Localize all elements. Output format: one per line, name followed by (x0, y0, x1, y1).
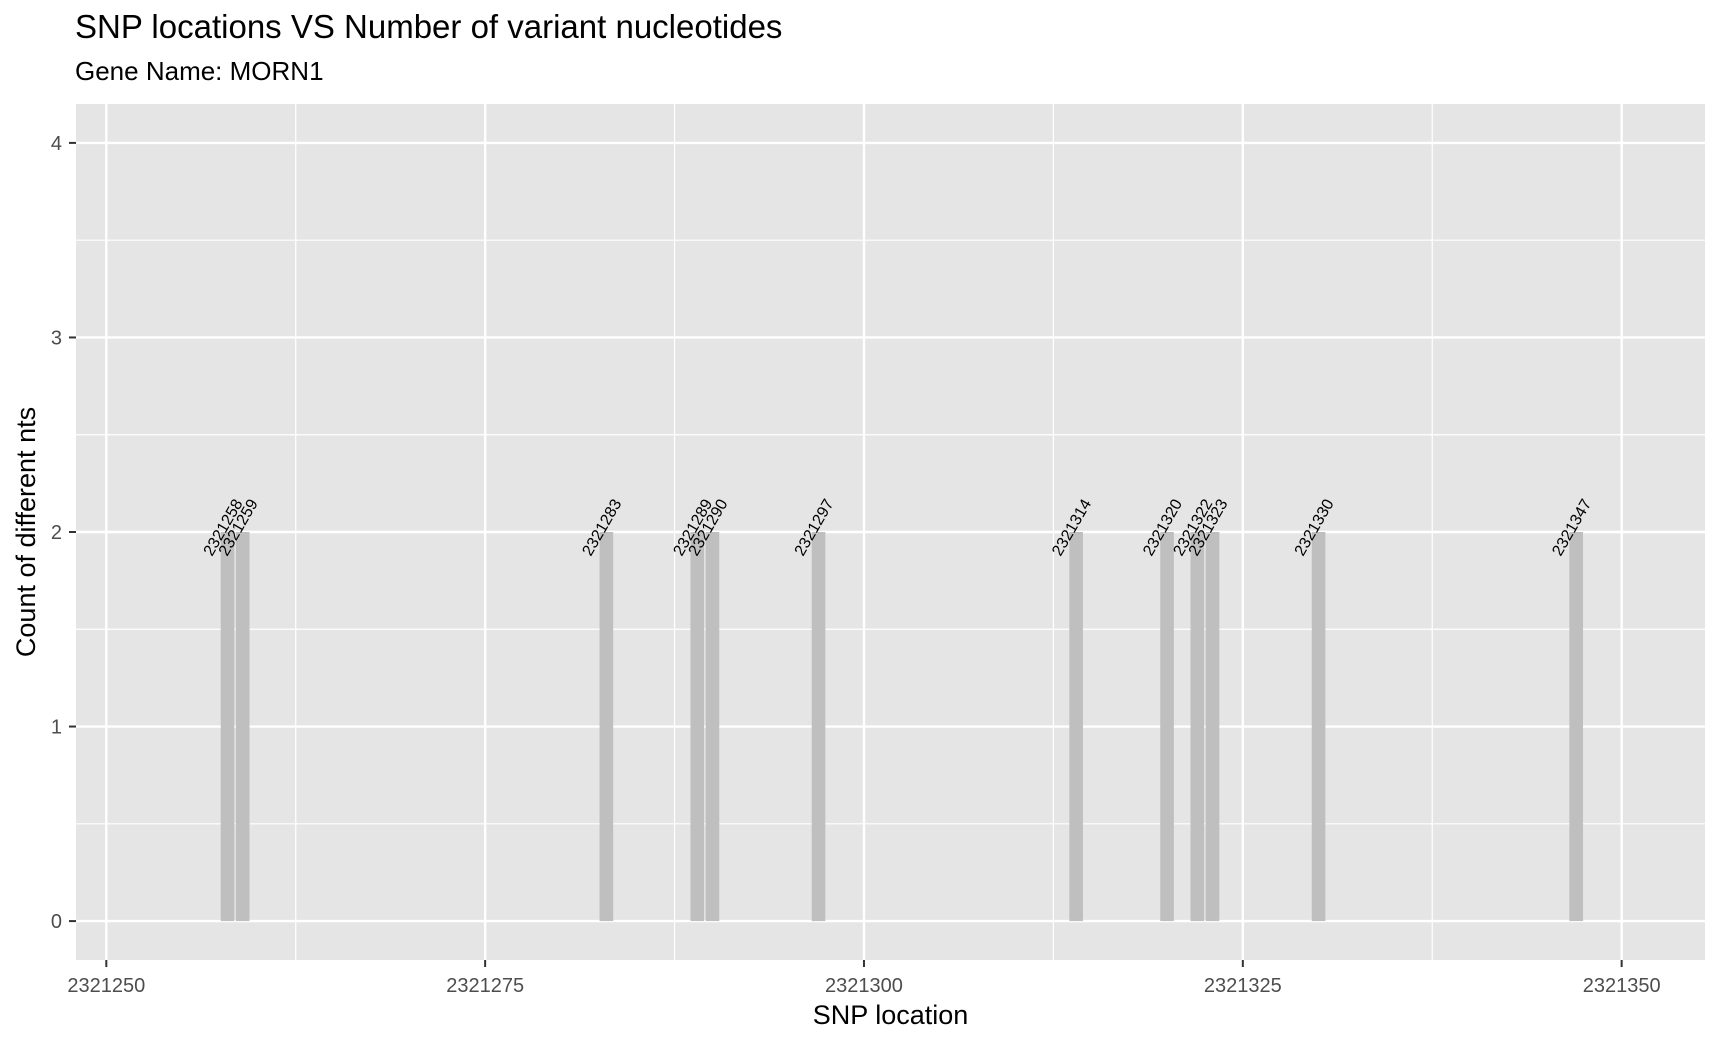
bar-series (220, 532, 1584, 922)
y-tick-label: 2 (51, 522, 62, 544)
bar (1160, 532, 1174, 922)
bar (235, 532, 250, 922)
y-axis-title: Count of different nts (11, 407, 41, 657)
y-axis: 0 1 2 3 4 (51, 133, 76, 933)
x-tick-label: 2321250 (67, 975, 145, 997)
x-axis-title: SNP location (813, 1000, 969, 1030)
x-tick-label: 2321300 (825, 975, 903, 997)
x-axis: 2321250 2321275 2321300 2321325 2321350 (67, 960, 1661, 997)
bar (811, 532, 826, 922)
bar (1069, 532, 1083, 922)
bar (1190, 532, 1205, 922)
chart-title: SNP locations VS Number of variant nucle… (75, 8, 783, 45)
x-tick-label: 2321275 (446, 975, 524, 997)
bar (1205, 532, 1220, 922)
y-tick-label: 4 (51, 133, 62, 155)
bar (1311, 532, 1326, 922)
y-tick-label: 1 (51, 717, 62, 739)
x-tick-label: 2321350 (1583, 975, 1661, 997)
chart-subtitle: Gene Name: MORN1 (75, 56, 324, 86)
major-grid (76, 104, 1705, 960)
bar (1569, 532, 1584, 922)
y-tick-label: 0 (51, 911, 62, 933)
bar (599, 532, 614, 922)
bar (705, 532, 720, 922)
x-tick-label: 2321325 (1204, 975, 1282, 997)
y-tick-label: 3 (51, 327, 62, 349)
bar (220, 532, 235, 922)
bar (690, 532, 705, 922)
